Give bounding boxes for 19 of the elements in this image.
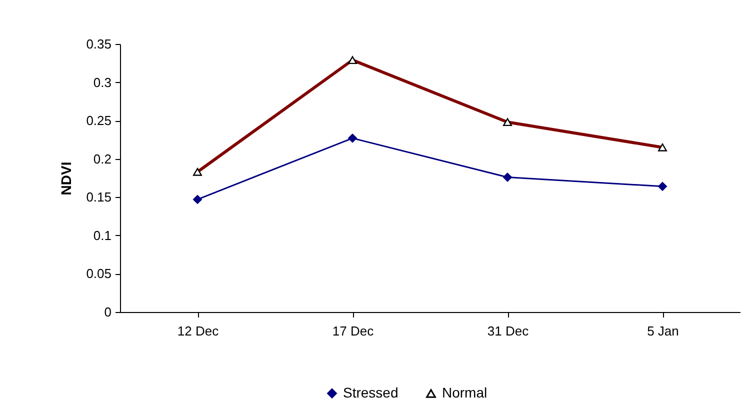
legend-label: Stressed bbox=[343, 384, 398, 400]
point bbox=[658, 182, 667, 191]
y-tick-label: 0.05 bbox=[86, 266, 112, 282]
y-axis-title: NDVI bbox=[58, 162, 74, 196]
x-tick-label: 31 Dec bbox=[487, 324, 530, 338]
legend-label: Normal bbox=[442, 384, 488, 400]
y-tick-label: 0.2 bbox=[93, 151, 112, 166]
y-tick-label: 0.3 bbox=[93, 74, 112, 90]
y-tick-label: 0 bbox=[104, 304, 112, 320]
y-tick-label: 0.25 bbox=[86, 113, 112, 128]
point bbox=[503, 172, 512, 182]
y-tick-label: 0.15 bbox=[86, 190, 112, 205]
x-tick-label: 17 Dec bbox=[332, 324, 374, 338]
point bbox=[348, 134, 357, 143]
y-tick-label: 0.1 bbox=[93, 228, 112, 243]
point bbox=[193, 194, 202, 204]
x-tick-label: 12 Dec bbox=[177, 324, 220, 338]
x-tick-label: 5 Jan bbox=[647, 324, 679, 338]
y-tick-label: 0.35 bbox=[86, 36, 112, 52]
